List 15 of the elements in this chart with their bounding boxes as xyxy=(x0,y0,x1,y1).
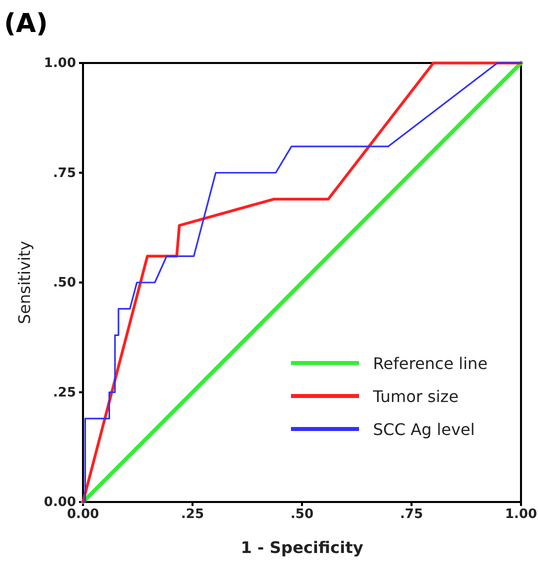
x-tick-label: 1.00 xyxy=(504,507,538,522)
y-tick-label: .50 xyxy=(52,276,76,291)
x-tick-label: .25 xyxy=(180,507,204,522)
legend-label: Tumor size xyxy=(372,387,459,406)
legend-label: Reference line xyxy=(373,354,488,373)
y-axis-title: Sensitivity xyxy=(15,240,34,324)
x-tick-label: .50 xyxy=(290,507,314,522)
x-axis-title: 1 - Specificity xyxy=(240,538,364,557)
y-tick-label: .75 xyxy=(52,166,76,181)
x-tick-label: 0.00 xyxy=(66,507,100,522)
chart-title: (A) xyxy=(4,9,48,39)
x-tick-label: .75 xyxy=(400,507,424,522)
y-tick-label: 1.00 xyxy=(44,56,76,72)
legend-label: SCC Ag level xyxy=(373,420,475,439)
y-tick-label: .25 xyxy=(52,385,76,400)
